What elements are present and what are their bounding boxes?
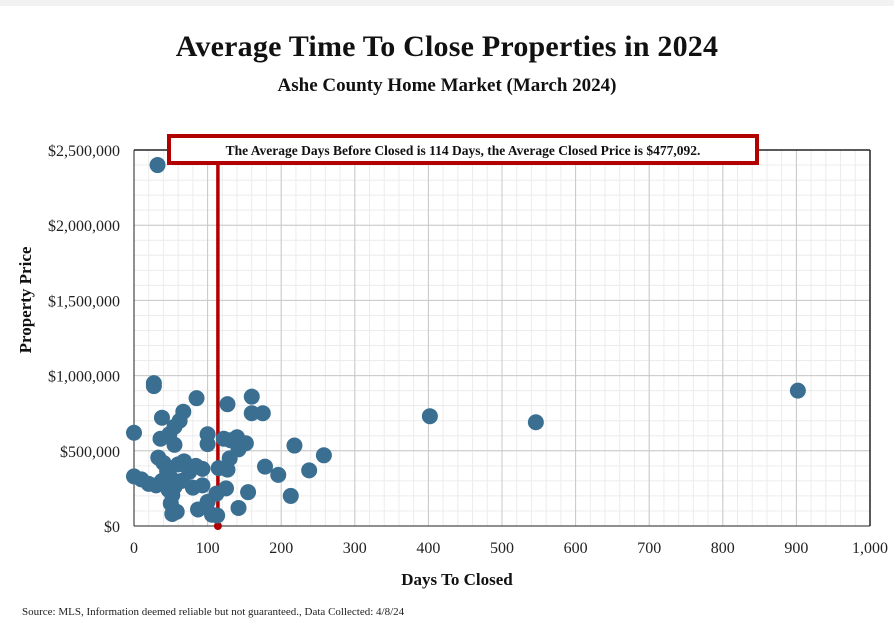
data-point — [148, 477, 165, 494]
data-point — [243, 388, 260, 405]
x-tick-label: 100 — [196, 540, 220, 557]
y-tick-label: $2,500,000 — [48, 143, 120, 160]
y-tick-labels: $0 $500,000 $1,000,000 $1,500,000 $2,000,000… — [48, 143, 120, 536]
data-point — [166, 436, 183, 453]
data-point — [219, 461, 236, 478]
major-gridlines — [133, 149, 871, 527]
top-bar — [0, 0, 894, 6]
callout-box — [167, 134, 759, 165]
data-point — [145, 378, 162, 395]
data-point — [219, 396, 236, 413]
x-tick-label: 0 — [130, 540, 138, 557]
data-point — [188, 390, 205, 407]
data-point — [149, 157, 166, 174]
source-note: Source: MLS, Information deemed reliable… — [22, 606, 405, 618]
data-point — [789, 382, 806, 399]
x-tick-label: 800 — [711, 540, 735, 557]
data-point — [194, 460, 211, 477]
data-point — [270, 466, 287, 483]
x-tick-label: 400 — [416, 540, 440, 557]
data-point — [243, 405, 260, 422]
data-point — [254, 405, 271, 422]
data-point — [153, 409, 170, 426]
data-point — [282, 487, 299, 504]
x-tick-label: 700 — [637, 540, 661, 557]
y-axis-label: Property Price — [16, 246, 35, 353]
x-tick-label: 600 — [564, 540, 588, 557]
data-point — [301, 462, 318, 479]
average-callout: The Average Days Before Closed is 114 Da… — [167, 134, 759, 165]
data-point — [190, 501, 207, 518]
data-point — [152, 430, 169, 447]
data-point — [164, 505, 181, 522]
y-tick-label: $1,500,000 — [48, 293, 120, 310]
y-tick-label: $0 — [104, 519, 120, 536]
data-points — [126, 157, 806, 524]
x-axis-label: Days To Closed — [401, 570, 513, 589]
y-tick-label: $2,000,000 — [48, 218, 120, 235]
data-point — [240, 484, 257, 501]
chart-title: Average Time To Close Properties in 2024 — [175, 30, 719, 63]
chart-subtitle: Ashe County Home Market (March 2024) — [277, 75, 617, 96]
data-point — [257, 458, 274, 475]
data-point — [209, 507, 226, 524]
y-tick-label: $1,000,000 — [48, 369, 120, 386]
data-point — [230, 499, 247, 516]
data-point — [286, 437, 303, 454]
data-point — [199, 436, 216, 453]
x-tick-label: 900 — [784, 540, 808, 557]
average-line-marker — [213, 522, 222, 530]
x-tick-label: 500 — [490, 540, 514, 557]
x-tick-label: 300 — [343, 540, 367, 557]
x-tick-label: 200 — [269, 540, 293, 557]
data-point — [184, 479, 201, 496]
callout-text: The Average Days Before Closed is 114 Da… — [226, 143, 701, 158]
data-point — [126, 424, 142, 441]
data-point — [315, 447, 332, 464]
x-tick-label: 1,000 — [852, 540, 888, 557]
x-tick-labels: 0 100 200 300 400 500 600 700 800 900 1,000 — [130, 540, 888, 557]
y-tick-label: $500,000 — [60, 444, 120, 461]
data-point — [421, 408, 438, 425]
data-point — [527, 414, 544, 431]
